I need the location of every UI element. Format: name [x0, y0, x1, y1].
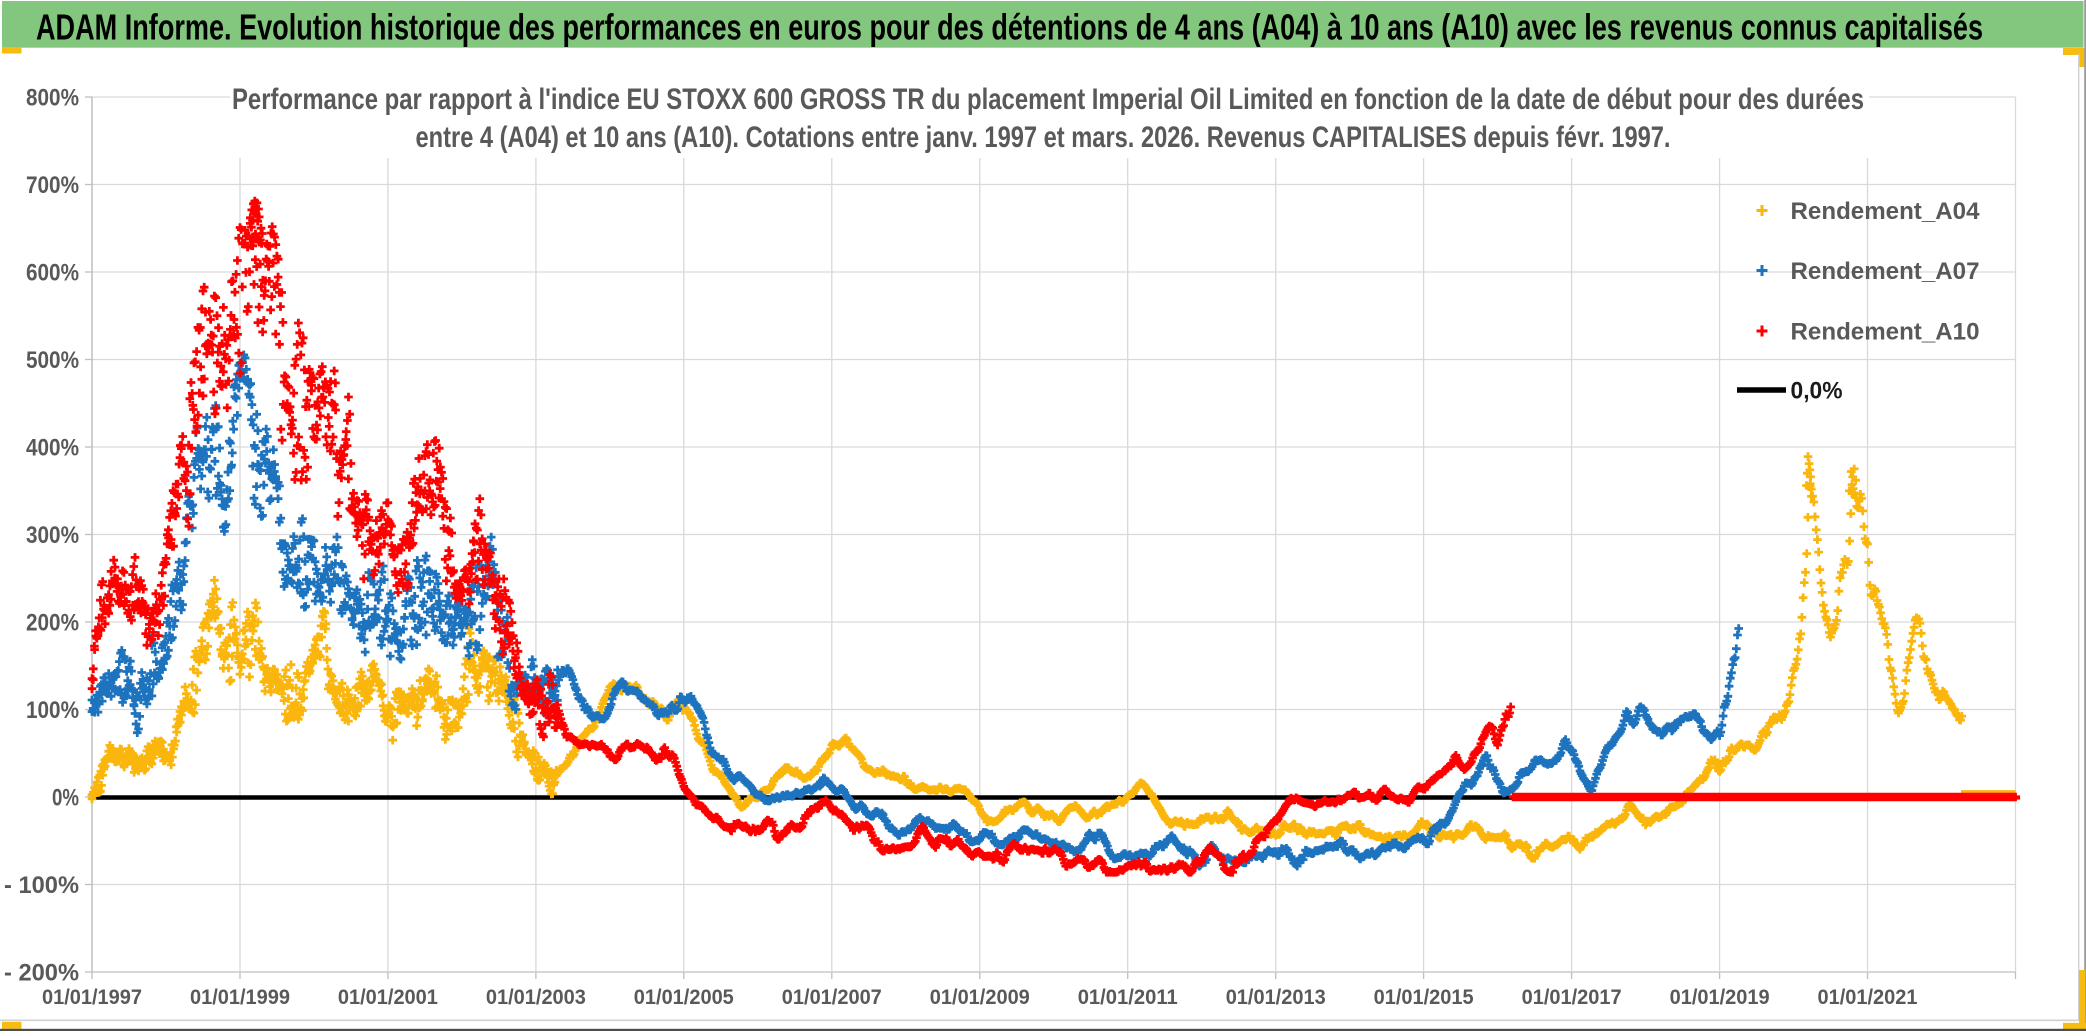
svg-text:300%: 300%	[26, 522, 79, 549]
svg-text:0%: 0%	[52, 785, 79, 812]
svg-text:200%: 200%	[26, 610, 79, 637]
svg-text:400%: 400%	[26, 435, 79, 462]
svg-text:- 100%: - 100%	[4, 872, 79, 899]
svg-text:01/01/2013: 01/01/2013	[1226, 985, 1326, 1009]
svg-text:entre 4 (A04) et 10 ans (A10).: entre 4 (A04) et 10 ans (A10). Cotations…	[416, 121, 1671, 154]
svg-text:01/01/2011: 01/01/2011	[1078, 985, 1178, 1009]
svg-text:100%: 100%	[26, 697, 79, 724]
svg-text:01/01/2003: 01/01/2003	[486, 985, 586, 1009]
svg-text:01/01/1999: 01/01/1999	[190, 985, 290, 1009]
svg-text:Rendement_A04: Rendement_A04	[1791, 198, 1980, 225]
svg-text:01/01/2015: 01/01/2015	[1374, 985, 1474, 1009]
svg-text:01/01/2021: 01/01/2021	[1818, 985, 1918, 1009]
svg-text:01/01/2017: 01/01/2017	[1522, 985, 1622, 1009]
svg-text:- 200%: - 200%	[4, 960, 79, 987]
svg-text:01/01/1997: 01/01/1997	[42, 985, 142, 1009]
svg-text:600%: 600%	[26, 260, 79, 287]
svg-text:700%: 700%	[26, 172, 79, 199]
svg-text:0,0%: 0,0%	[1791, 378, 1843, 405]
svg-text:01/01/2005: 01/01/2005	[634, 985, 734, 1009]
svg-text:01/01/2007: 01/01/2007	[782, 985, 882, 1009]
svg-text:Rendement_A07: Rendement_A07	[1791, 258, 1980, 285]
svg-text:ADAM Informe. Evolution histor: ADAM Informe. Evolution historique des p…	[36, 7, 1983, 48]
svg-text:01/01/2009: 01/01/2009	[930, 985, 1030, 1009]
svg-text:Performance par rapport à l'in: Performance par rapport à l'indice EU ST…	[232, 83, 1864, 116]
svg-text:01/01/2001: 01/01/2001	[338, 985, 438, 1009]
svg-text:500%: 500%	[26, 347, 79, 374]
svg-text:01/01/2019: 01/01/2019	[1670, 985, 1770, 1009]
svg-text:Rendement_A10: Rendement_A10	[1791, 319, 1980, 346]
svg-text:800%: 800%	[26, 85, 79, 112]
